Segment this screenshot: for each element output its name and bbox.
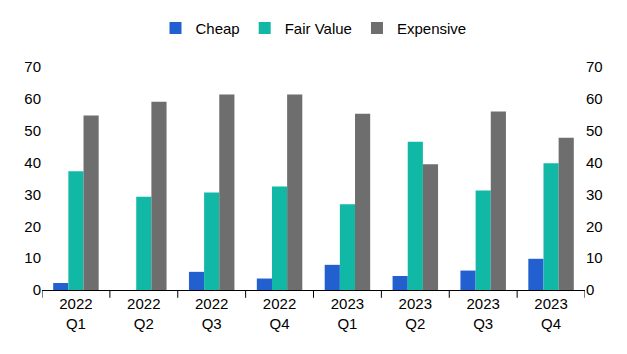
svg-text:20: 20 <box>586 218 603 235</box>
svg-text:2023Q2: 2023Q2 <box>399 295 432 332</box>
svg-text:60: 60 <box>586 90 603 107</box>
svg-text:70: 70 <box>24 58 41 75</box>
svg-text:2023Q4: 2023Q4 <box>534 295 567 332</box>
svg-text:70: 70 <box>586 58 603 75</box>
svg-text:2022Q4: 2022Q4 <box>263 295 296 332</box>
svg-text:Cheap: Cheap <box>196 20 240 37</box>
svg-text:2023Q3: 2023Q3 <box>467 295 500 332</box>
svg-text:50: 50 <box>24 122 41 139</box>
svg-text:10: 10 <box>586 249 603 266</box>
svg-text:10: 10 <box>24 249 41 266</box>
svg-text:2022Q1: 2022Q1 <box>59 295 92 332</box>
svg-text:2022Q3: 2022Q3 <box>195 295 228 332</box>
svg-text:0: 0 <box>586 281 594 298</box>
svg-text:30: 30 <box>24 186 41 203</box>
svg-text:50: 50 <box>586 122 603 139</box>
svg-text:Expensive: Expensive <box>397 20 466 37</box>
svg-text:30: 30 <box>586 186 603 203</box>
svg-text:40: 40 <box>586 154 603 171</box>
svg-text:2023Q1: 2023Q1 <box>331 295 364 332</box>
svg-text:40: 40 <box>24 154 41 171</box>
svg-text:0: 0 <box>33 281 41 298</box>
svg-text:60: 60 <box>24 90 41 107</box>
svg-text:Fair Value: Fair Value <box>285 20 352 37</box>
svg-text:20: 20 <box>24 218 41 235</box>
svg-text:2022Q2: 2022Q2 <box>127 295 160 332</box>
